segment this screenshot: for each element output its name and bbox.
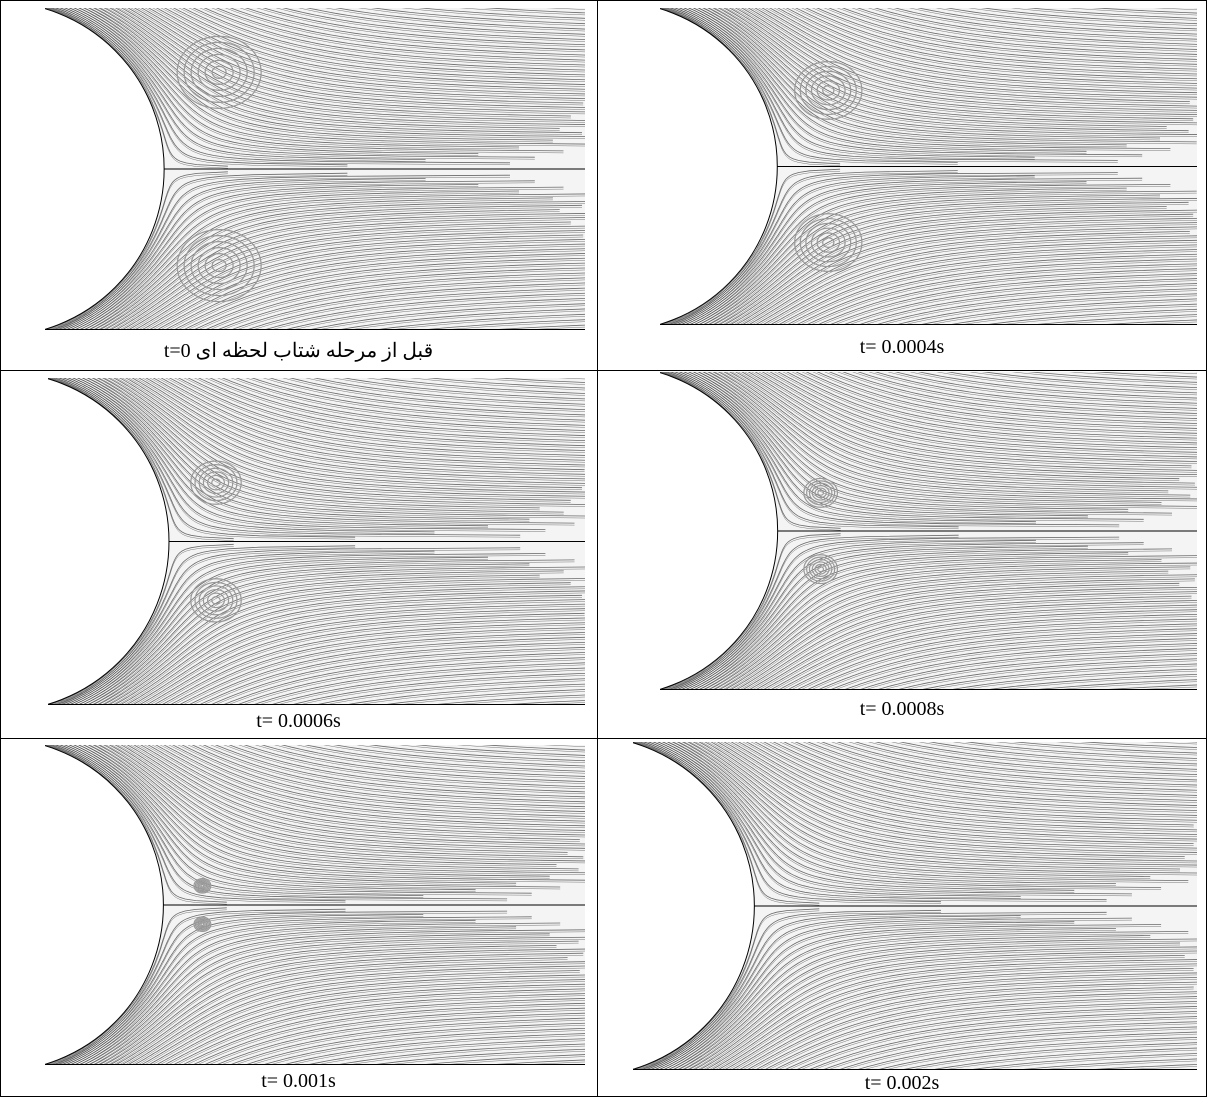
vortex	[190, 578, 242, 623]
vortex	[803, 477, 839, 508]
caption: t= 0.001s	[261, 1070, 336, 1092]
vortex	[211, 478, 221, 487]
vortex	[814, 487, 827, 499]
vortex	[206, 592, 225, 609]
vortex	[176, 229, 262, 303]
vortex	[810, 75, 846, 106]
vortex	[808, 558, 833, 580]
vortex	[806, 480, 836, 506]
caption: t= 0.0006s	[256, 710, 341, 732]
vortex	[799, 65, 857, 116]
vortex	[794, 213, 863, 272]
vortex	[204, 253, 234, 279]
vortex	[806, 556, 836, 582]
caption: قبل از مرحله شتاب لحظه ای t=0	[163, 340, 434, 362]
vortex	[202, 471, 230, 495]
vortex	[211, 596, 221, 605]
streamline-image	[45, 8, 585, 330]
vortex	[200, 884, 205, 888]
cylinder	[48, 378, 170, 705]
vortex	[190, 241, 248, 291]
vortex	[803, 554, 839, 585]
border	[0, 0, 1207, 1]
border	[597, 0, 598, 1097]
vortex	[200, 922, 205, 927]
vortex	[805, 70, 852, 111]
vortex	[794, 61, 863, 120]
vortex	[197, 247, 241, 285]
vortex	[211, 259, 227, 273]
vortex	[197, 881, 208, 890]
vortex	[814, 563, 827, 575]
vortex	[197, 919, 208, 929]
vortex	[810, 227, 846, 258]
caption: t= 0.002s	[864, 1072, 940, 1094]
vortex	[198, 882, 206, 889]
vortex	[183, 235, 255, 297]
vortex	[816, 80, 841, 101]
vortex	[204, 59, 234, 86]
vortex	[193, 916, 212, 932]
streamline-image	[633, 742, 1197, 1070]
vortex	[817, 566, 825, 573]
streamline-image	[660, 372, 1197, 690]
vortex	[206, 474, 225, 491]
vortex	[805, 222, 852, 263]
vortex	[196, 918, 209, 930]
vortex	[822, 237, 835, 248]
vortex	[198, 585, 234, 616]
streamline-image	[48, 378, 585, 705]
cylinder	[45, 8, 165, 330]
vortex	[822, 85, 835, 96]
vortex	[183, 41, 255, 104]
cylinder	[660, 8, 778, 325]
vortex	[799, 217, 857, 268]
vortex	[816, 232, 841, 253]
streamline-image	[660, 8, 1197, 325]
vortex	[197, 53, 241, 92]
streamline-image	[45, 745, 585, 1065]
vortex	[808, 482, 833, 504]
caption: t= 0.0008s	[859, 698, 945, 720]
vortex	[190, 47, 248, 98]
border	[0, 370, 1207, 371]
vortex	[811, 485, 830, 501]
vortex	[202, 588, 230, 612]
vortex	[194, 581, 238, 619]
cylinder	[660, 372, 779, 690]
vortex	[193, 878, 212, 894]
vortex	[198, 921, 206, 928]
border	[0, 0, 1, 1097]
vortex	[194, 917, 210, 931]
vortex	[176, 35, 262, 110]
cylinder	[633, 742, 755, 1070]
vortex	[198, 467, 234, 498]
vortex	[811, 561, 830, 577]
cylinder	[45, 745, 164, 1065]
caption: t= 0.0004s	[859, 336, 945, 358]
border	[0, 738, 1207, 739]
vortex	[190, 460, 242, 505]
vortex	[194, 464, 238, 502]
vortex	[194, 879, 210, 893]
vortex	[196, 880, 209, 892]
vortex	[211, 65, 227, 80]
vortex	[817, 489, 825, 496]
